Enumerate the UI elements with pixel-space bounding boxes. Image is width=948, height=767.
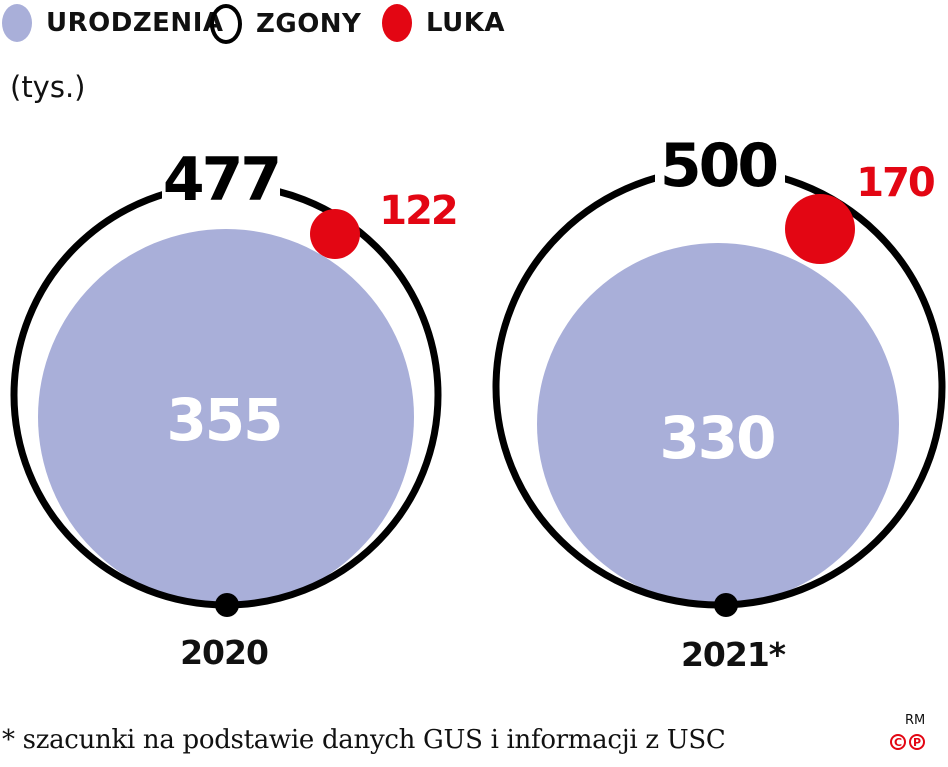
legend-item-gap: LUKA xyxy=(382,4,505,42)
publisher-icon: P xyxy=(909,734,925,750)
deaths-value: 500 xyxy=(660,131,776,201)
births-value: 330 xyxy=(659,404,774,472)
gap-value: 170 xyxy=(856,160,934,206)
ring-anchor-dot xyxy=(215,593,239,617)
gap-circle xyxy=(785,194,855,264)
deaths-value: 477 xyxy=(163,145,279,215)
legend-item-deaths: ZGONY xyxy=(210,4,361,44)
copyright-marks: C P xyxy=(890,734,925,750)
deaths-ring-icon xyxy=(210,4,242,44)
births-circle xyxy=(537,243,899,605)
author-initials: RM xyxy=(905,713,926,728)
gap-circle xyxy=(310,209,360,259)
unit-label: (tys.) xyxy=(10,70,86,104)
copyright-icon: C xyxy=(890,734,906,750)
panel-2021: 500 170 330 2021* xyxy=(492,131,946,674)
legend-label: ZGONY xyxy=(256,9,362,39)
legend-label: LUKA xyxy=(426,8,506,38)
legend-item-births: URODZENIA xyxy=(2,4,224,42)
births-value: 355 xyxy=(166,386,281,454)
panel-2020: 477 122 355 2020 xyxy=(10,145,459,672)
births-swatch-icon xyxy=(2,4,32,42)
year-label: 2021* xyxy=(681,635,786,674)
births-circle xyxy=(38,229,414,605)
footnote: * szacunki na podstawie danych GUS i inf… xyxy=(2,725,726,755)
gap-swatch-icon xyxy=(382,4,412,42)
gap-value: 122 xyxy=(379,188,457,234)
legend-label: URODZENIA xyxy=(46,8,224,38)
year-label: 2020 xyxy=(180,633,268,672)
ring-anchor-dot xyxy=(714,593,738,617)
